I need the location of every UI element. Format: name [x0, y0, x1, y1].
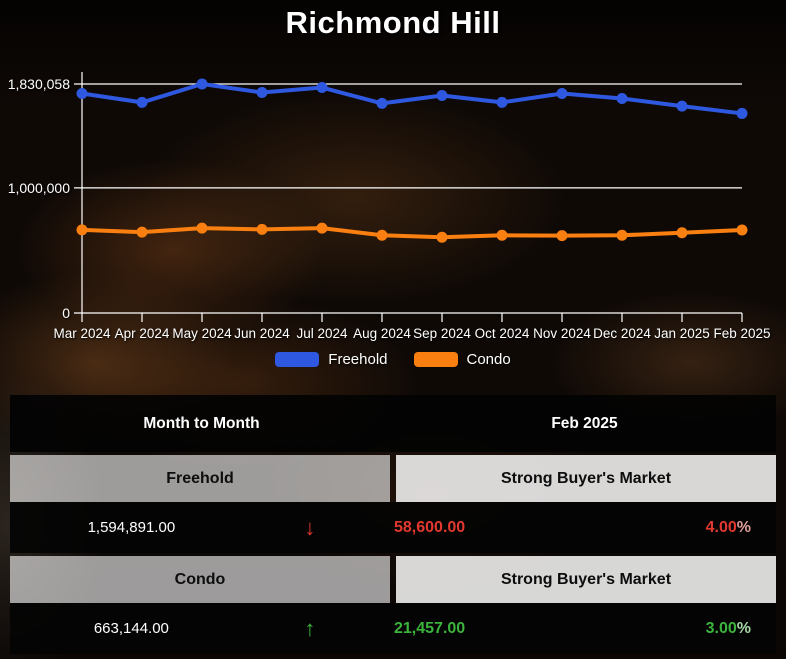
legend-item-freehold[interactable]: Freehold	[275, 351, 388, 368]
condo-point	[256, 223, 268, 235]
freehold-point	[556, 88, 568, 100]
x-axis-label: May 2024	[172, 326, 232, 341]
freehold-point	[616, 93, 628, 105]
chart-legend: Freehold Condo	[0, 351, 786, 368]
condo-point	[376, 229, 388, 241]
condo-point	[436, 231, 448, 243]
header-month-to-month: Month to Month	[143, 414, 260, 432]
freehold-point	[736, 107, 748, 119]
x-axis-label: Dec 2024	[593, 326, 651, 341]
y-axis-label: 1,000,000	[8, 180, 70, 196]
condo-swatch-icon	[413, 352, 458, 367]
freehold-price: 1,594,891.00	[87, 519, 176, 536]
summary-table: Month to Month Feb 2025 Freehold Strong …	[10, 395, 776, 654]
condo-value-row: 663,144.00 ↑ 21,457.00 3.00%	[10, 603, 776, 654]
percent-sign: %	[736, 518, 751, 536]
condo-line	[80, 226, 744, 240]
condo-point	[76, 224, 88, 236]
x-axis-label: Jan 2025	[654, 326, 710, 341]
freehold-value-row: 1,594,891.00 ↓ 58,600.00 4.00%	[10, 502, 776, 553]
condo-point	[316, 222, 328, 234]
freehold-point	[316, 82, 328, 94]
freehold-point	[196, 78, 208, 90]
down-arrow-icon: ↓	[304, 514, 316, 540]
condo-percent-number: 3.00	[705, 619, 737, 637]
page-title: Richmond Hill	[285, 5, 501, 40]
freehold-name-cell: Freehold	[10, 455, 390, 502]
x-axis-label: Mar 2024	[53, 326, 111, 341]
condo-change-percent: 3.00%	[706, 620, 751, 638]
freehold-label-row: Freehold Strong Buyer's Market	[10, 455, 776, 502]
x-axis-label: Jun 2024	[234, 326, 290, 341]
condo-value-half: 663,144.00 ↑	[10, 603, 367, 654]
y-axis-label: 1,830,058	[8, 76, 70, 92]
freehold-change-amount: 58,600.00	[394, 518, 466, 536]
freehold-point	[376, 97, 388, 109]
up-arrow-icon: ↑	[304, 615, 316, 641]
y-axis-label: 0	[62, 305, 70, 321]
x-axis-label: Apr 2024	[115, 326, 170, 341]
freehold-value-half: 1,594,891.00 ↓	[10, 502, 367, 553]
freehold-point	[436, 90, 448, 102]
condo-label-row: Condo Strong Buyer's Market	[10, 556, 776, 603]
condo-change-half: 21,457.00 3.00%	[367, 603, 776, 654]
freehold-point	[676, 100, 688, 112]
condo-price: 663,144.00	[93, 620, 169, 637]
condo-point	[496, 229, 508, 241]
freehold-point	[256, 87, 268, 99]
x-axis-label: Nov 2024	[533, 326, 591, 341]
freehold-point	[496, 96, 508, 108]
table-header-row: Month to Month Feb 2025	[10, 395, 776, 452]
freehold-swatch-icon	[275, 352, 320, 367]
condo-change-amount: 21,457.00	[394, 619, 466, 637]
header-current-month: Feb 2025	[551, 414, 618, 432]
freehold-change-percent: 4.00%	[706, 519, 751, 537]
condo-point	[556, 230, 568, 242]
freehold-market-cell: Strong Buyer's Market	[396, 455, 776, 502]
condo-point	[196, 222, 208, 234]
freehold-percent-number: 4.00	[705, 518, 737, 536]
x-axis-label: Oct 2024	[475, 326, 530, 341]
condo-point	[136, 226, 148, 238]
freehold-line	[80, 82, 744, 116]
condo-market-cell: Strong Buyer's Market	[396, 556, 776, 603]
legend-label-condo: Condo	[466, 351, 511, 368]
legend-item-condo[interactable]: Condo	[413, 351, 511, 368]
percent-sign: %	[736, 619, 751, 637]
x-axis-label: Sep 2024	[413, 326, 471, 341]
condo-name-cell: Condo	[10, 556, 390, 603]
condo-point	[676, 227, 688, 239]
x-axis-label: Aug 2024	[353, 326, 411, 341]
freehold-change-half: 58,600.00 4.00%	[367, 502, 776, 553]
legend-label-freehold: Freehold	[328, 351, 388, 368]
x-axis-label: Jul 2024	[296, 326, 348, 341]
condo-point	[736, 224, 748, 236]
price-trend-chart: 1,830,058 1,000,000 0 Mar 2024 Apr 2024 May 2…	[8, 72, 771, 341]
freehold-point	[76, 88, 88, 100]
condo-point	[616, 229, 628, 241]
x-axis-label: Feb 2025	[713, 326, 770, 341]
freehold-point	[136, 96, 148, 108]
